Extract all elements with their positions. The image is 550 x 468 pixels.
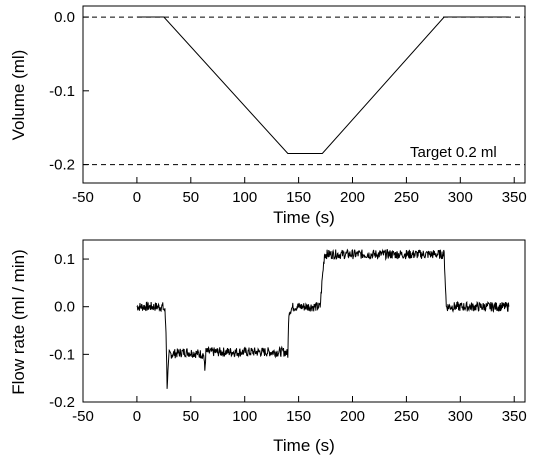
flow-x-tick-label: 200	[340, 408, 365, 425]
volume-x-tick-label: 200	[340, 189, 365, 206]
volume-y-tick-label: -0.1	[49, 83, 75, 100]
volume-y-tick-label: -0.2	[49, 157, 75, 174]
flow-y-tick-label: -0.1	[49, 346, 75, 363]
volume-x-tick-label: 50	[182, 189, 199, 206]
volume-x-axis-title: Time (s)	[273, 208, 335, 227]
flow-x-tick-label: 100	[232, 408, 257, 425]
flow-plot-frame	[82, 239, 526, 403]
volume-x-tick-label: 300	[448, 189, 473, 206]
flow-x-axis-title: Time (s)	[273, 436, 335, 455]
flow-series-line	[136, 248, 510, 389]
flow-y-tick-label: -0.2	[49, 394, 75, 411]
flow-y-axis-title: Flow rate (ml / min)	[9, 249, 28, 394]
flow-x-tick-label: 300	[448, 408, 473, 425]
flow-x-tick-label: 250	[394, 408, 419, 425]
flow-x-tick-label: -50	[72, 408, 94, 425]
flow-rate-panel: -50 0 50 100 150 200 250 300 350 0.10.0-0.1-0.2 …	[9, 239, 527, 455]
volume-plot-frame	[82, 5, 526, 184]
flow-x-tick-label: 350	[502, 408, 527, 425]
volume-x-tick-label: 100	[232, 189, 257, 206]
volume-x-tick-label: -50	[72, 189, 94, 206]
flow-y-tick-label: 0.1	[54, 251, 75, 268]
volume-panel: -50 0 50 100 150 200 250 300 350 0.0 -0.1 -0.2 Tar…	[9, 5, 527, 227]
volume-annotation-target: Target 0.2 ml	[410, 144, 497, 161]
volume-x-tick-label: 350	[502, 189, 527, 206]
volume-x-tick-label: 0	[133, 189, 141, 206]
volume-y-axis-title: Volume (ml)	[9, 50, 28, 141]
flow-x-tick-label: 0	[133, 408, 141, 425]
volume-x-tick-label: 250	[394, 189, 419, 206]
volume-y-tick-label: 0.0	[54, 9, 75, 26]
volume-series-line	[136, 16, 509, 154]
flow-x-tick-label: 150	[286, 408, 311, 425]
volume-x-tick-label: 150	[286, 189, 311, 206]
flow-y-tick-label: 0.0	[54, 299, 75, 316]
flow-x-tick-label: 50	[182, 408, 199, 425]
